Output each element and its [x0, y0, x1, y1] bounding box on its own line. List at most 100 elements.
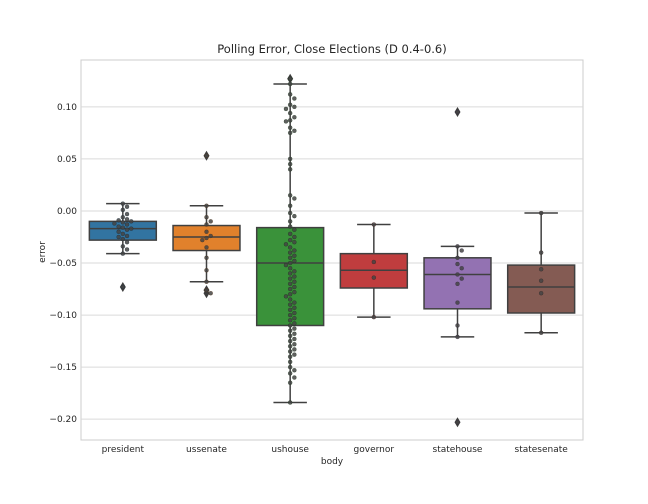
data-point: [288, 312, 293, 318]
x-tick-label: ushouse: [271, 445, 309, 455]
data-point: [292, 240, 297, 245]
data-point: [288, 400, 293, 405]
x-tick-labels: president ussenate ushouse governor statehou…: [102, 445, 569, 455]
data-point: [288, 102, 293, 107]
data-point: [292, 347, 297, 352]
data-point: [288, 81, 293, 87]
data-point: [459, 248, 464, 253]
data-point: [292, 300, 297, 305]
y-tick-label: −0.10: [49, 311, 77, 321]
data-point: [371, 222, 376, 227]
data-point: [204, 279, 209, 284]
data-point: [459, 276, 464, 281]
plot-frame: [80, 59, 584, 441]
data-point: [292, 368, 297, 373]
box-iqr: [506, 264, 576, 314]
data-point: [288, 380, 293, 385]
data-point: [292, 321, 297, 326]
data-point: [292, 115, 297, 120]
data-point: [124, 227, 130, 232]
data-point: [292, 342, 297, 347]
data-point: [292, 234, 297, 240]
data-point: [288, 364, 293, 370]
data-point: [288, 271, 293, 276]
data-point: [288, 286, 293, 292]
data-point: [283, 106, 289, 112]
data-point: [292, 269, 297, 274]
data-point: [288, 245, 293, 250]
data-point: [288, 260, 293, 266]
data-point: [120, 215, 125, 220]
data-point: [288, 359, 293, 365]
data-point: [116, 224, 121, 229]
data-point: [283, 119, 289, 124]
data-point: [288, 292, 293, 297]
data-point: [292, 214, 297, 219]
data-point: [459, 266, 464, 271]
y-tick-label: −0.05: [49, 259, 77, 269]
data-point: [283, 294, 289, 299]
data-point: [292, 305, 297, 310]
data-point: [204, 215, 209, 220]
data-point: [288, 323, 293, 328]
data-point: [539, 291, 544, 296]
data-point: [288, 231, 293, 237]
data-point: [200, 237, 205, 243]
data-point: [292, 290, 297, 295]
data-point: [120, 231, 125, 237]
data-point: [288, 156, 293, 162]
data-point: [204, 268, 209, 273]
data-point: [204, 222, 209, 227]
data-point: [292, 336, 297, 342]
data-point: [292, 227, 297, 232]
data-point: [539, 250, 544, 255]
data-point: [208, 219, 213, 224]
data-point: [288, 266, 293, 271]
data-point: [292, 253, 297, 258]
data-point: [204, 203, 209, 208]
data-point: [120, 251, 125, 256]
data-point: [288, 255, 293, 260]
data-point: [292, 284, 297, 290]
data-point: [283, 242, 289, 247]
data-point: [288, 354, 293, 359]
data-point: [124, 211, 130, 217]
data-point: [288, 130, 293, 136]
y-tick-label: 0.05: [57, 155, 77, 165]
data-point: [288, 307, 293, 313]
data-point: [292, 274, 297, 279]
data-point: [288, 302, 293, 307]
data-point: [288, 328, 293, 333]
data-point: [539, 278, 544, 283]
data-point: [288, 371, 293, 376]
data-point: [288, 318, 293, 323]
data-point: [539, 330, 544, 335]
data-point: [124, 233, 130, 239]
data-point: [292, 279, 297, 284]
x-axis-label: body: [321, 457, 344, 467]
data-point: [288, 167, 293, 172]
data-point: [455, 323, 460, 328]
data-point: [288, 333, 293, 339]
data-point: [455, 281, 460, 286]
data-point: [292, 196, 297, 201]
data-point: [129, 219, 134, 224]
data-point: [288, 219, 293, 224]
data-point: [288, 276, 293, 281]
box-statesenate: [506, 212, 576, 334]
data-point: [120, 225, 125, 230]
data-point: [120, 284, 125, 290]
data-point: [288, 203, 293, 208]
data-point: [455, 244, 460, 249]
data-point: [292, 104, 297, 109]
y-tick-label: −0.15: [49, 363, 77, 373]
data-point: [116, 229, 121, 234]
data-point: [204, 229, 209, 234]
data-point: [124, 222, 130, 227]
data-point: [288, 76, 293, 81]
data-point: [288, 118, 293, 123]
data-point: [120, 244, 125, 249]
data-point: [204, 255, 209, 260]
x-tick-label: president: [102, 445, 145, 455]
